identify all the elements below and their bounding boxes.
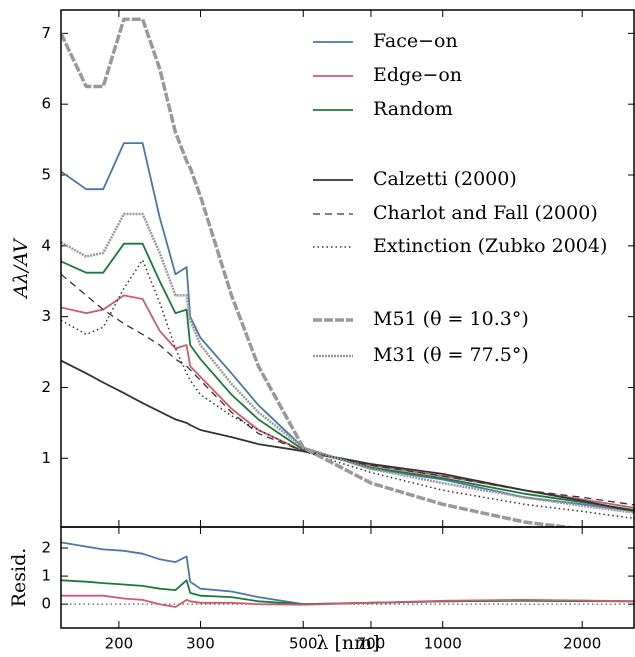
y-tick-label: 0 [41, 595, 51, 613]
y-tick-label: 4 [41, 236, 51, 254]
legend-label: M51 (θ = 10.3°) [373, 308, 529, 330]
x-tick-label: 500 [289, 635, 318, 653]
x-tick-label: 2000 [563, 635, 601, 653]
x-tick-label: 300 [186, 635, 215, 653]
series-line [61, 242, 635, 511]
series-line [61, 142, 635, 513]
x-tick-label: 700 [357, 635, 386, 653]
series-line [61, 294, 635, 509]
series-line [61, 359, 635, 513]
series-line [61, 273, 635, 506]
legend-label: Edge−on [373, 64, 462, 86]
legend-label: Random [373, 98, 453, 120]
plot-frame [60, 9, 635, 528]
legend-label: Extinction (Zubko 2004) [373, 235, 607, 257]
y-tick-label: 1 [41, 567, 51, 585]
y-tick-label: 2 [41, 539, 51, 557]
series-line [61, 17, 580, 527]
y-axis-label: Resid. [8, 548, 30, 608]
x-tick-label: 1000 [424, 635, 462, 653]
plot-frame [60, 526, 635, 629]
legend-label: Face−on [373, 30, 458, 52]
y-tick-label: 5 [41, 166, 51, 184]
series-line [61, 259, 635, 520]
y-axis-label: Aλ/AV [10, 237, 32, 300]
x-tick-label: 200 [105, 635, 134, 653]
legend-label: M31 (θ = 77.5°) [373, 344, 529, 366]
series-line [61, 594, 635, 608]
series-line [61, 541, 635, 606]
y-tick-label: 3 [41, 307, 51, 325]
y-tick-label: 7 [41, 24, 51, 42]
series-line [61, 212, 635, 515]
y-tick-label: 6 [41, 95, 51, 113]
legend-label: Calzetti (2000) [373, 168, 517, 190]
legend-label: Charlot and Fall (2000) [373, 202, 598, 224]
y-tick-label: 1 [41, 449, 51, 467]
y-tick-label: 2 [41, 378, 51, 396]
x-axis-label: λ [nm] [316, 632, 379, 654]
